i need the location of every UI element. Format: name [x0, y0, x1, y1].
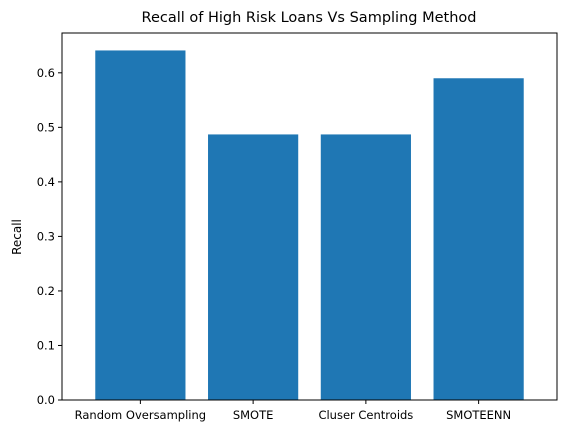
y-tick-label: 0.0: [37, 393, 55, 407]
x-axis-ticks: Random Oversampling SMOTE Cluser Centroids…: [75, 400, 511, 422]
bars: [95, 50, 524, 401]
y-tick-label: 0.3: [37, 229, 55, 243]
bar: [320, 134, 411, 400]
y-tick-label: 0.1: [37, 338, 55, 352]
x-tick-label: Cluser Centroids: [318, 408, 413, 422]
y-tick-label: 0.5: [37, 120, 55, 134]
y-tick-label: 0.4: [37, 175, 55, 189]
bar: [433, 78, 524, 401]
x-tick-label: SMOTE: [233, 408, 274, 422]
chart-title: Recall of High Risk Loans Vs Sampling Me…: [142, 10, 477, 26]
x-tick-label: Random Oversampling: [75, 408, 206, 422]
y-tick-label: 0.2: [37, 284, 55, 298]
bar: [95, 50, 186, 400]
x-tick-label: SMOTEENN: [446, 408, 511, 422]
bar: [208, 134, 299, 400]
y-axis-label: Recall: [10, 219, 24, 255]
plot-frame: [61, 32, 558, 401]
y-axis-ticks: 0.0 0.1 0.2 0.3 0.4 0.5 0.6: [37, 66, 62, 407]
y-tick-label: 0.6: [37, 66, 55, 80]
